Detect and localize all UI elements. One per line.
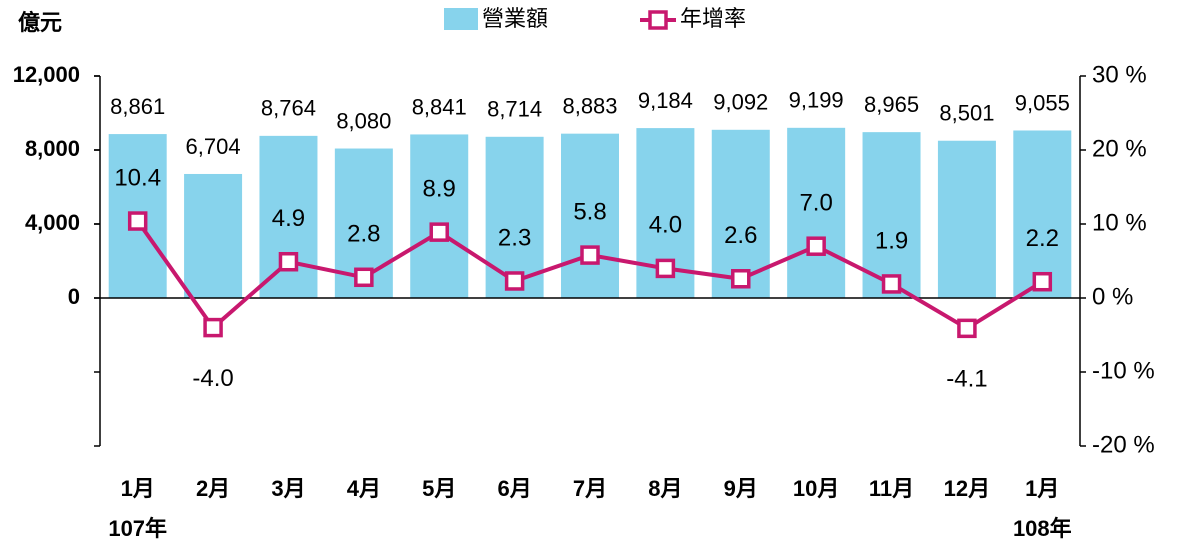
line-value-label: 4.9 (272, 205, 305, 232)
legend-marker (648, 10, 668, 30)
line-marker (731, 269, 751, 289)
bar-value-label: 8,965 (864, 92, 919, 117)
x-tick-label: 5月 (422, 476, 456, 501)
bar (862, 132, 921, 298)
bar-value-label: 8,080 (336, 108, 391, 133)
bar-value-label: 9,092 (713, 90, 768, 115)
x-tick-label: 12月 (944, 476, 990, 501)
line-marker (278, 251, 299, 272)
x-tick-label: 8月 (648, 476, 682, 501)
line-value-label: 4.0 (649, 212, 682, 239)
bar-value-label: 8,714 (487, 97, 542, 122)
x-sublabel: 107年 (108, 516, 167, 541)
x-sublabel: 108年 (1013, 516, 1072, 541)
line-value-label: 2.2 (1026, 225, 1059, 252)
y2-tick-label: 20 % (1092, 135, 1147, 162)
x-tick-label: 1月 (121, 476, 155, 501)
legend-label: 營業額 (482, 6, 548, 31)
x-tick-label: 9月 (724, 476, 758, 501)
line-value-label: 1.9 (875, 227, 908, 254)
bar-value-label: 8,501 (939, 101, 994, 126)
x-tick-label: 4月 (347, 476, 381, 501)
bar-value-label: 8,841 (412, 94, 467, 119)
bar (184, 173, 243, 298)
x-tick-label: 3月 (271, 476, 305, 501)
y2-tick-label: -20 % (1092, 431, 1155, 458)
y2-tick-label: 30 % (1092, 61, 1147, 88)
bar-value-label: 6,704 (186, 134, 241, 159)
line-marker (127, 211, 148, 231)
bar (937, 140, 996, 298)
line-value-label: 2.3 (498, 224, 531, 251)
bar-value-label: 9,055 (1015, 90, 1070, 115)
y2-tick-label: 10 % (1092, 209, 1147, 236)
bar (1013, 130, 1072, 298)
x-tick-label: 2月 (196, 476, 230, 501)
y-tick-label: 12,000 (13, 62, 80, 87)
legend-label: 年增率 (680, 6, 746, 31)
bar (561, 133, 619, 298)
line-marker (1032, 271, 1053, 292)
bar (410, 134, 469, 298)
x-tick-label: 6月 (497, 476, 531, 501)
x-tick-label: 7月 (573, 476, 607, 501)
line-value-label: 10.4 (114, 164, 161, 191)
bar-value-label: 8,861 (110, 94, 165, 119)
x-tick-label: 11月 (869, 476, 914, 501)
line-value-label: 8.9 (423, 175, 456, 202)
line-marker (655, 258, 676, 279)
bar-value-label: 9,184 (638, 88, 693, 113)
bar (787, 127, 846, 298)
line-value-label: 2.6 (724, 222, 757, 249)
y-tick-label: 4,000 (25, 210, 80, 235)
bar-value-label: 8,764 (261, 96, 316, 121)
line-marker (881, 274, 902, 294)
line-marker (580, 245, 600, 265)
y-tick-label: 0 (68, 284, 80, 309)
line-value-label: 2.8 (347, 221, 380, 248)
line-marker (354, 267, 374, 288)
y-axis-label: 億元 (18, 10, 62, 35)
line-marker (957, 318, 977, 339)
x-tick-label: 10月 (793, 476, 839, 501)
bar (485, 136, 544, 298)
x-tick-label: 1月 (1025, 476, 1059, 501)
line-value-label: 7.0 (799, 190, 832, 217)
line-value-label: -4.1 (946, 366, 987, 393)
line-marker (504, 271, 525, 291)
legend-swatch (444, 8, 478, 30)
line-marker (806, 236, 826, 256)
y2-tick-label: -10 % (1092, 357, 1155, 384)
y-tick-label: 8,000 (25, 136, 80, 161)
bar-value-label: 9,199 (789, 88, 844, 113)
line-marker (429, 222, 449, 242)
y2-tick-label: 0 % (1092, 283, 1133, 310)
bar-value-label: 8,883 (562, 93, 617, 118)
line-marker (203, 317, 223, 338)
line-value-label: -4.0 (192, 365, 233, 392)
line-value-label: 5.8 (573, 198, 606, 225)
